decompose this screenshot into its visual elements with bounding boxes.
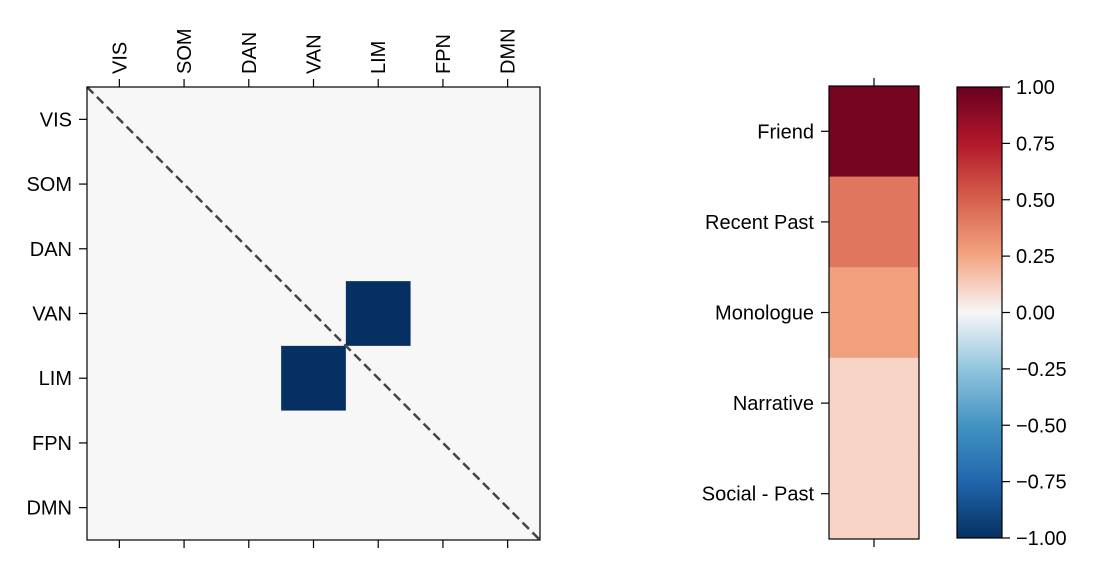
x-tick-label: DMN	[498, 28, 520, 74]
y-tick-label: VAN	[32, 304, 72, 326]
strip-y-tick-label: Monologue	[715, 303, 814, 325]
matrix-cell	[216, 87, 282, 153]
colorbar-tick-label: −1.00	[1016, 528, 1067, 550]
x-tick-label: SOM	[174, 28, 196, 74]
diagonal-line	[86, 86, 541, 541]
strip-y-tick-label: Narrative	[733, 393, 814, 415]
matrix-cell	[87, 216, 153, 282]
x-tick-label: DAN	[239, 32, 261, 74]
matrix-cell	[151, 87, 217, 153]
x-tick-label: VIS	[109, 42, 131, 74]
matrix-cell	[151, 475, 217, 541]
matrix-cell	[410, 345, 476, 412]
matrix-cell	[475, 345, 541, 412]
matrix-cell	[345, 475, 412, 541]
matrix-cell	[87, 410, 153, 476]
strip-cell	[829, 357, 919, 449]
matrix-cell	[475, 410, 541, 476]
strip-cell	[829, 267, 919, 359]
matrix-cell	[345, 216, 412, 282]
colorbar-tick-label: −0.75	[1016, 472, 1067, 494]
x-tick-label: VAN	[304, 34, 326, 74]
matrix-cell	[216, 151, 282, 217]
x-tick-label: FPN	[433, 34, 455, 74]
matrix-cell	[87, 151, 153, 217]
matrix-cell	[216, 475, 282, 541]
matrix-cell	[410, 475, 476, 541]
colorbar: 1.00 0.75 0.50 0.25 0.00 −0.25 −0.50 −0.75 −1.00	[956, 77, 1067, 550]
strip-cell	[829, 86, 919, 178]
matrix-cell	[475, 151, 541, 217]
colorbar-tick-label: 0.50	[1016, 190, 1055, 212]
matrix-cell	[151, 216, 217, 282]
matrix-cell	[281, 151, 347, 217]
matrix-cell	[345, 410, 412, 476]
matrix-cell	[281, 475, 347, 541]
colorbar-tick-label: 0.75	[1016, 133, 1055, 155]
colorbar-tick-label: 0.25	[1016, 246, 1055, 268]
matrix-cell	[151, 281, 217, 347]
connectivity-matrix: VIS SOM DAN VAN LIM FPN DMN VIS SOM DAN VAN LIM FPN D…	[26, 28, 541, 548]
matrix-cell	[151, 345, 217, 412]
strip-y-tick-label: Friend	[757, 121, 814, 143]
matrix-cell	[281, 216, 347, 282]
matrix-cell	[475, 281, 541, 347]
condition-strip: Friend Recent Past Monologue Narrative Socia…	[702, 78, 920, 547]
strip-y-tick-label: Recent Past	[705, 212, 814, 234]
colorbar-tick-label: −0.50	[1016, 415, 1067, 437]
matrix-cell	[410, 281, 476, 347]
strip-cell	[829, 176, 919, 268]
y-tick-label: DAN	[30, 239, 72, 261]
y-tick-label: SOM	[26, 174, 72, 196]
colorbar-tick-label: 0.00	[1016, 303, 1055, 325]
matrix-cell	[475, 216, 541, 282]
colorbar-tick-label: 1.00	[1016, 77, 1055, 99]
matrix-cell	[87, 475, 153, 541]
matrix-cell	[345, 87, 412, 153]
y-tick-label: FPN	[32, 433, 72, 455]
colorbar-gradient	[957, 87, 1002, 538]
matrix-cell	[345, 151, 412, 217]
y-tick-label: LIM	[39, 368, 72, 390]
matrix-cell	[410, 216, 476, 282]
matrix-cell	[151, 410, 217, 476]
y-tick-label: DMN	[26, 498, 72, 520]
strip-y-tick-label: Social - Past	[702, 484, 815, 506]
matrix-cell	[281, 345, 347, 412]
matrix-cell	[216, 281, 282, 347]
matrix-cell	[345, 281, 412, 347]
matrix-cell	[87, 345, 153, 412]
strip-cell	[829, 448, 919, 540]
matrix-cell	[87, 281, 153, 347]
matrix-cell	[410, 151, 476, 217]
matrix-cell	[410, 87, 476, 153]
x-tick-label: LIM	[368, 41, 390, 74]
matrix-cell	[281, 410, 347, 476]
matrix-cell	[475, 87, 541, 153]
matrix-cell	[216, 410, 282, 476]
y-tick-label: VIS	[40, 109, 72, 131]
matrix-cell	[216, 345, 282, 412]
colorbar-tick-label: −0.25	[1016, 359, 1067, 381]
matrix-cell	[281, 87, 347, 153]
